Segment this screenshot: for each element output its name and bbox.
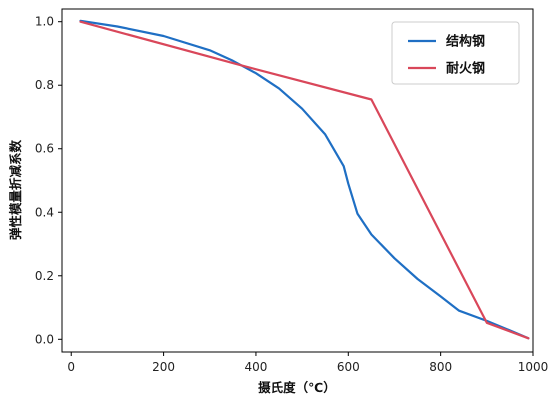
series-line-structural-steel — [79, 19, 530, 340]
y-tick-label: 0.2 — [35, 269, 54, 283]
plot-frame — [61, 8, 534, 353]
x-tick-label: 800 — [429, 360, 452, 374]
y-tick-label: 0.8 — [35, 78, 54, 92]
y-tick-label: 1.0 — [35, 15, 54, 29]
x-axis: 0 200 400 600 800 1000 — [67, 352, 548, 374]
x-tick-label: 1000 — [518, 360, 549, 374]
y-tick-label: 0.6 — [35, 142, 54, 156]
y-axis-title: 弹性模量折减系数 — [8, 140, 23, 241]
series-layer — [79, 19, 530, 340]
y-tick-label: 0.4 — [35, 205, 54, 219]
x-tick-label: 200 — [152, 360, 175, 374]
series-line-fire-resistant-steel — [79, 20, 530, 340]
x-tick-label: 0 — [67, 360, 75, 374]
y-tick-label: 0.0 — [35, 332, 54, 346]
legend-label-structural-steel: 结构钢 — [446, 34, 485, 50]
x-tick-label: 600 — [337, 360, 360, 374]
x-axis-title: 摄氏度（℃） — [258, 380, 336, 395]
y-axis: 0.0 0.2 0.4 0.6 0.8 1.0 — [35, 15, 62, 346]
legend: 结构钢 耐火钢 — [391, 21, 520, 85]
legend-label-fire-resistant-steel: 耐火钢 — [446, 61, 485, 77]
x-tick-label: 400 — [244, 360, 267, 374]
